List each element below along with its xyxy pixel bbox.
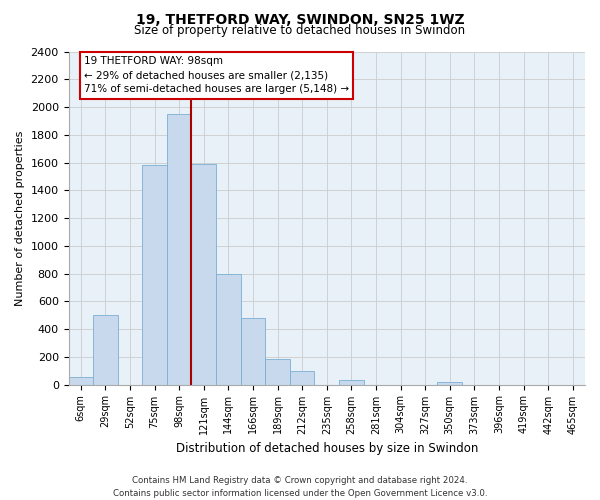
Bar <box>241 318 265 384</box>
Bar <box>216 274 241 384</box>
Bar <box>93 315 118 384</box>
Bar <box>68 377 93 384</box>
Bar <box>191 164 216 384</box>
Bar <box>290 372 314 384</box>
X-axis label: Distribution of detached houses by size in Swindon: Distribution of detached houses by size … <box>176 442 478 455</box>
Text: 19, THETFORD WAY, SWINDON, SN25 1WZ: 19, THETFORD WAY, SWINDON, SN25 1WZ <box>136 12 464 26</box>
Y-axis label: Number of detached properties: Number of detached properties <box>15 130 25 306</box>
Bar <box>339 380 364 384</box>
Bar <box>167 114 191 384</box>
Bar <box>142 166 167 384</box>
Bar <box>437 382 462 384</box>
Text: Size of property relative to detached houses in Swindon: Size of property relative to detached ho… <box>134 24 466 37</box>
Text: Contains HM Land Registry data © Crown copyright and database right 2024.
Contai: Contains HM Land Registry data © Crown c… <box>113 476 487 498</box>
Text: 19 THETFORD WAY: 98sqm
← 29% of detached houses are smaller (2,135)
71% of semi-: 19 THETFORD WAY: 98sqm ← 29% of detached… <box>84 56 349 94</box>
Bar <box>265 359 290 384</box>
